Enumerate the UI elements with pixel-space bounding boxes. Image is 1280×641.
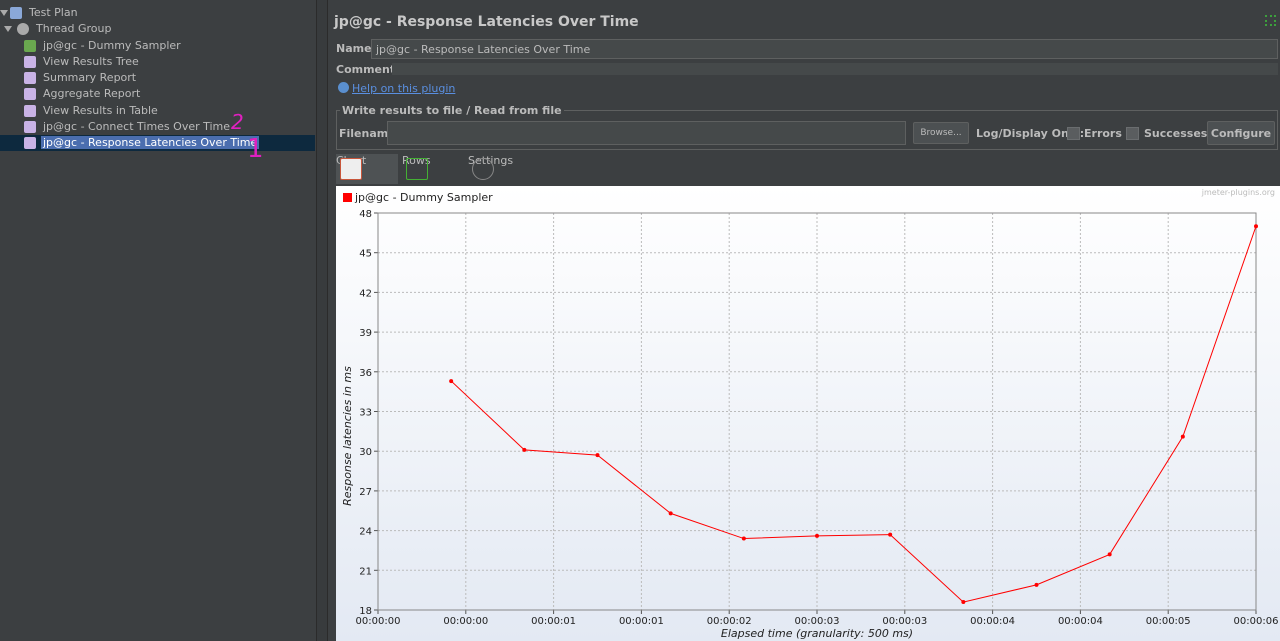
tree-item[interactable]: Aggregate Report (43, 87, 141, 100)
y-tick-label: 33 (359, 408, 372, 419)
errors-checkbox[interactable] (1067, 127, 1080, 140)
filename-label: Filename (339, 127, 396, 140)
annotation: 2 (231, 110, 244, 134)
tree-panel: Test Plan Thread Group jp@gc - Dummy Sampl… (0, 0, 316, 641)
configure-button[interactable]: Configure (1207, 121, 1275, 145)
data-point (668, 511, 673, 516)
y-tick-label: 36 (359, 368, 372, 379)
info-icon (338, 82, 349, 93)
x-tick-label: 00:00:06 (1234, 616, 1279, 627)
filename-input[interactable] (387, 121, 906, 145)
tab-icon (406, 158, 428, 180)
tree-icon (24, 105, 36, 117)
successes-checkbox[interactable] (1126, 127, 1139, 140)
name-label: Name: (336, 42, 376, 55)
watermark: jmeter-plugins.org (1201, 188, 1275, 197)
tree-icon (24, 88, 36, 100)
y-tick-label: 48 (359, 209, 372, 220)
y-tick-label: 27 (359, 487, 372, 498)
expand-arrow[interactable] (0, 10, 8, 16)
tree-icon (24, 137, 36, 149)
tab[interactable]: Rows (402, 154, 431, 167)
expand-icon[interactable] (1265, 15, 1276, 26)
file-group (336, 110, 1278, 150)
chart-background (336, 186, 1280, 641)
tree-item[interactable]: jp@gc - Response Latencies Over Time (41, 136, 260, 149)
y-tick-label: 42 (359, 288, 372, 299)
browse-button[interactable]: Browse... (913, 122, 969, 144)
help-link[interactable]: Help on this plugin (352, 82, 456, 95)
splitter[interactable] (316, 0, 328, 641)
series-line (450, 226, 1257, 603)
tab-icon (340, 158, 362, 180)
x-tick-label: 00:00:03 (795, 616, 840, 627)
x-tick-label: 00:00:00 (356, 616, 401, 627)
chart: jmeter-plugins.org Response latencies in… (336, 186, 1280, 641)
y-tick-label: 21 (359, 566, 372, 577)
y-tick-label: 39 (359, 328, 372, 339)
y-tick-label: 18 (359, 606, 372, 617)
x-tick-label: 00:00:03 (882, 616, 927, 627)
y-tick-label: 24 (359, 527, 372, 538)
data-point (741, 536, 746, 541)
plot-border (377, 212, 1257, 611)
tree-icon (24, 121, 36, 133)
data-point (522, 447, 527, 452)
tree-icon (24, 56, 36, 68)
y-tick-label: 45 (359, 249, 372, 260)
data-point (1180, 434, 1185, 439)
tree-item[interactable]: View Results in Table (43, 104, 158, 117)
panel-title: jp@gc - Response Latencies Over Time (334, 14, 639, 30)
data-point (961, 600, 966, 605)
x-tick-label: 00:00:04 (1058, 616, 1103, 627)
file-group-title: Write results to file / Read from file (340, 104, 564, 117)
comments-label: Comments: (336, 63, 407, 76)
x-tick-label: 00:00:02 (707, 616, 752, 627)
name-input[interactable]: jp@gc - Response Latencies Over Time (371, 39, 1278, 59)
tree-item[interactable]: Test Plan (29, 6, 78, 19)
x-tick-label: 00:00:04 (970, 616, 1015, 627)
tree-item[interactable]: View Results Tree (43, 55, 139, 68)
tree-item[interactable]: Summary Report (43, 71, 137, 84)
comments-input[interactable] (392, 63, 1278, 75)
data-point (815, 533, 819, 538)
annotation: 1 (247, 134, 264, 164)
x-tick-label: 00:00:01 (531, 616, 576, 627)
data-point (1107, 552, 1112, 557)
successes-label: Successes (1144, 127, 1208, 140)
tree-icon (24, 72, 36, 84)
tree-item[interactable]: jp@gc - Dummy Sampler (43, 39, 181, 52)
expand-arrow[interactable] (4, 26, 12, 32)
data-point (449, 379, 454, 384)
log-label: Log/Display Only: (976, 127, 1085, 140)
tree-icon (24, 40, 36, 52)
tree-icon (17, 23, 29, 35)
tree-item[interactable]: Thread Group (36, 22, 112, 35)
x-axis-label: Elapsed time (granularity: 500 ms) (721, 627, 913, 640)
legend-swatch (343, 193, 352, 202)
data-point (1254, 224, 1258, 229)
x-tick-label: 00:00:05 (1146, 616, 1191, 627)
data-point (888, 532, 893, 537)
data-point (1034, 582, 1039, 587)
tree-item[interactable]: jp@gc - Connect Times Over Time (43, 120, 231, 133)
data-point (595, 453, 600, 458)
tab-icon (472, 158, 494, 180)
tree-icon (10, 7, 22, 19)
x-tick-label: 00:00:00 (443, 616, 488, 627)
errors-label: Errors (1084, 127, 1122, 140)
x-tick-label: 00:00:01 (619, 616, 664, 627)
y-tick-label: 30 (359, 447, 372, 458)
legend-label: jp@gc - Dummy Sampler (354, 191, 493, 204)
y-axis-label: Response latencies in ms (341, 366, 354, 506)
